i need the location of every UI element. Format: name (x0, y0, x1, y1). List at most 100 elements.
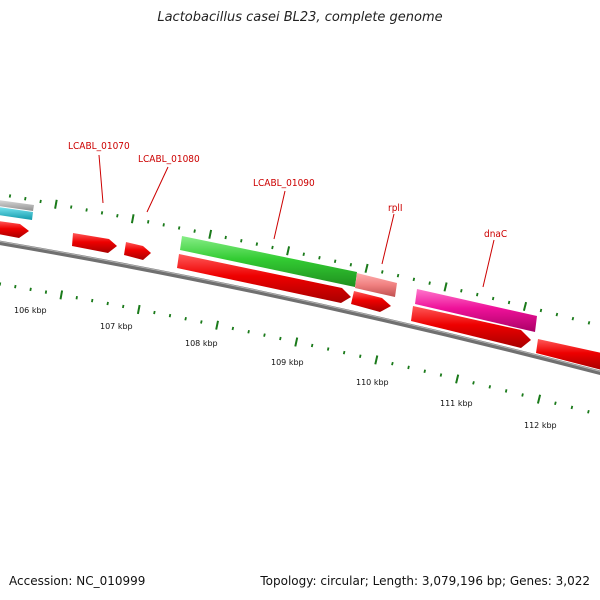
minor-tick (381, 270, 384, 274)
cds-features (0, 221, 600, 370)
minor-tick (587, 321, 591, 325)
gene-labels: LCABL_01070 LCABL_01080 LCABL_01090 rplI… (68, 141, 507, 240)
minor-tick (271, 245, 274, 250)
cds-arrow (536, 339, 600, 370)
cds-arrow (177, 254, 351, 303)
minor-tick (539, 308, 543, 313)
minor-tick (407, 365, 410, 370)
gene-feature-cyan (0, 207, 33, 220)
minor-tick (476, 292, 479, 297)
minor-tick (488, 385, 492, 389)
minor-tick (193, 229, 196, 233)
kbp-label: 106 kbp (14, 306, 47, 315)
gene-label: dnaC (484, 229, 507, 240)
minor-tick (255, 242, 259, 246)
gene-feature-salmon (355, 273, 397, 297)
minor-tick (491, 296, 495, 301)
major-tick (54, 199, 58, 209)
kbp-label: 112 kbp (524, 421, 557, 430)
cds-arrow (72, 233, 117, 253)
cds-arrow (411, 306, 531, 348)
major-tick (455, 374, 460, 384)
minor-tick (224, 235, 227, 240)
minor-tick (39, 199, 42, 204)
gene-label: LCABL_01090 (253, 178, 315, 189)
minor-tick (428, 281, 431, 285)
major-tick (130, 214, 135, 224)
major-tick (136, 304, 141, 315)
forward-strand-features (0, 200, 537, 332)
minor-tick (318, 256, 321, 260)
minor-tick (147, 220, 150, 224)
minor-tick (116, 214, 119, 218)
major-tick (364, 263, 369, 273)
minor-tick (349, 263, 353, 267)
genome-backbone (0, 240, 600, 376)
gene-label-leaders (98, 154, 495, 288)
gene-label: rplI (388, 203, 403, 214)
minor-tick (302, 252, 305, 256)
cds-arrow (0, 221, 29, 238)
minor-tick (412, 277, 416, 282)
minor-tick (70, 205, 73, 209)
minor-tick (342, 350, 346, 355)
major-tick (536, 394, 542, 404)
minor-tick (554, 401, 557, 406)
major-tick (59, 290, 64, 300)
minor-tick (122, 304, 125, 309)
minor-tick (14, 284, 17, 289)
minor-tick (8, 194, 12, 198)
gene-feature-pink (415, 289, 537, 332)
tick-ring-lower (0, 282, 590, 414)
cds-arrow (124, 242, 151, 260)
minor-tick (85, 208, 88, 212)
kbp-label: 108 kbp (185, 339, 218, 348)
major-tick (522, 301, 528, 312)
minor-tick (587, 409, 590, 414)
gene-feature-green (180, 236, 357, 287)
minor-tick (423, 369, 426, 373)
minor-tick (44, 290, 48, 294)
minor-tick (504, 389, 508, 393)
minor-tick (507, 300, 511, 305)
minor-tick (279, 336, 282, 341)
minor-tick (521, 393, 524, 397)
minor-tick (177, 226, 181, 230)
kbp-label: 111 kbp (440, 399, 473, 408)
kbp-label: 107 kbp (100, 322, 133, 331)
cds-arrow (351, 291, 391, 312)
minor-tick (75, 295, 78, 300)
minor-tick (162, 223, 165, 227)
minor-tick (555, 312, 559, 317)
tick-ring-upper (8, 194, 591, 325)
minor-tick (24, 196, 27, 201)
minor-tick (571, 316, 575, 321)
minor-tick (570, 405, 574, 410)
minor-tick (359, 354, 362, 358)
minor-tick (200, 320, 203, 324)
major-tick (294, 337, 299, 347)
minor-tick (310, 343, 314, 348)
minor-tick (106, 301, 109, 306)
minor-tick (460, 289, 463, 293)
map-title: Lactobacillus casei BL23, complete genom… (157, 10, 443, 25)
minor-tick (472, 381, 475, 385)
minor-tick (396, 273, 400, 278)
minor-tick (333, 259, 337, 263)
major-tick (374, 355, 379, 365)
minor-tick (29, 287, 32, 292)
accession-text: Accession: NC_010999 (9, 574, 146, 588)
minor-tick (391, 361, 394, 366)
minor-tick (247, 330, 250, 334)
minor-tick (326, 347, 330, 351)
minor-tick (240, 239, 243, 243)
kbp-labels: 106 kbp 107 kbp 108 kbp 109 kbp 110 kbp … (14, 306, 557, 430)
minor-tick (91, 298, 94, 303)
major-tick (443, 282, 448, 292)
minor-tick (100, 211, 104, 215)
gene-feature-grey (0, 200, 34, 211)
kbp-label: 110 kbp (356, 378, 389, 387)
major-tick (208, 229, 213, 239)
kbp-label: 109 kbp (271, 358, 304, 367)
minor-tick (263, 333, 266, 337)
